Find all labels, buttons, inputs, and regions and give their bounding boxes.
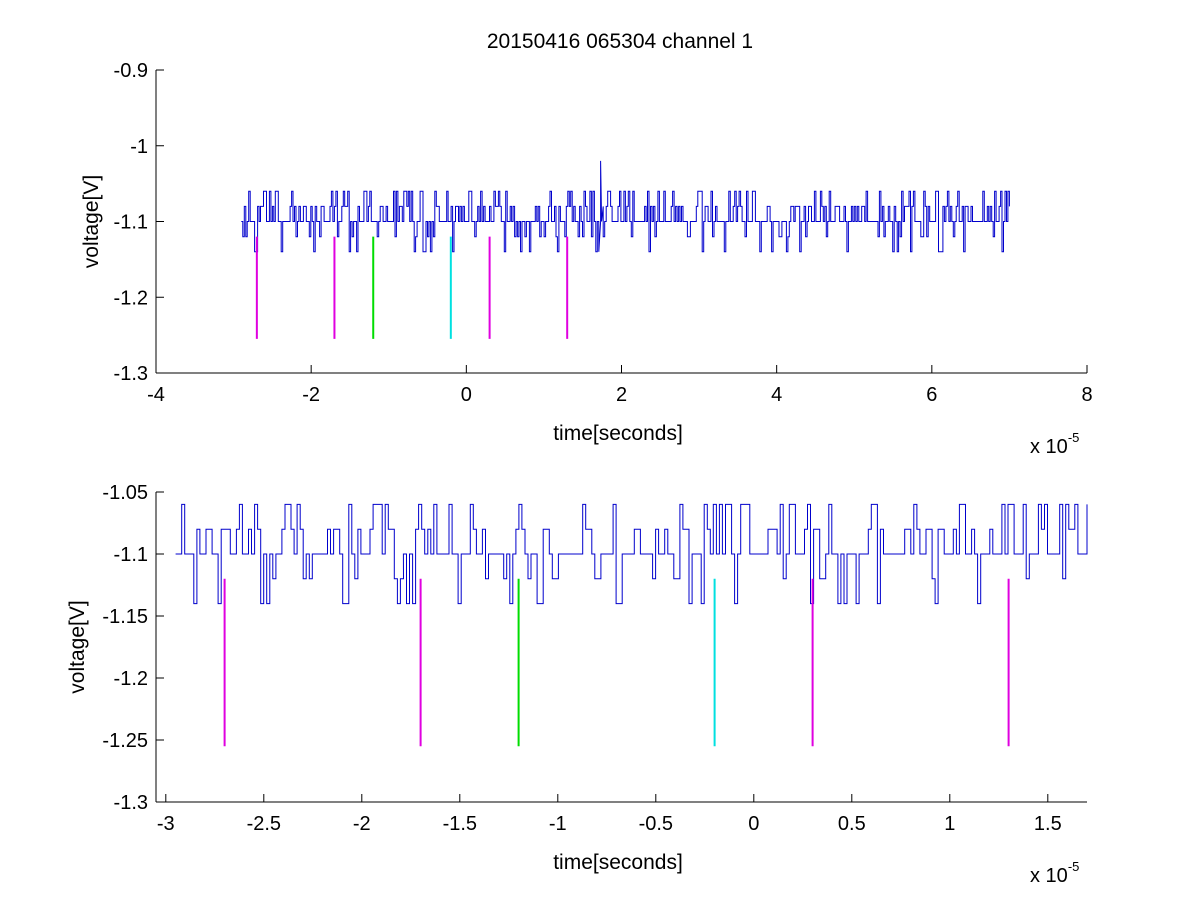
x-tick-label: 4 bbox=[771, 384, 782, 406]
bottom-plot: -3 -2.5 -2 -1.5 -1 -0.5 0 0.5 1 1.5 -1.3 -1.25 -1.2 -… bbox=[66, 482, 1088, 887]
y-tick-label: -1.25 bbox=[102, 730, 148, 752]
bottom-axes-frame bbox=[156, 492, 1087, 802]
x-tick-label: -1 bbox=[549, 813, 567, 835]
bottom-signal bbox=[175, 503, 1088, 605]
x-tick-label: 6 bbox=[926, 384, 937, 406]
bottom-x-multiplier: x 10-5 bbox=[1030, 859, 1079, 887]
top-x-axis-label: time[seconds] bbox=[553, 422, 683, 445]
chart-title: 20150416 065304 channel 1 bbox=[487, 30, 753, 53]
y-tick-label: -1.3 bbox=[114, 363, 148, 385]
bottom-y-axis-label: voltage[V] bbox=[66, 600, 89, 693]
top-signal bbox=[241, 160, 1010, 253]
bottom-x-axis-label: time[seconds] bbox=[553, 851, 683, 874]
x-tick-label: 0.5 bbox=[838, 813, 866, 835]
x-tick-label: 0 bbox=[748, 813, 759, 835]
bottom-markers bbox=[223, 578, 1010, 747]
bottom-ticks: -3 -2.5 -2 -1.5 -1 -0.5 0 0.5 1 1.5 -1.3 -1.25 -1.2 -… bbox=[102, 482, 1087, 835]
x-tick-label: -3 bbox=[157, 813, 175, 835]
y-tick-label: -1.1 bbox=[114, 544, 148, 566]
x-tick-label: 0 bbox=[461, 384, 472, 406]
signal-line bbox=[175, 503, 1088, 605]
y-tick-label: -1.3 bbox=[114, 792, 148, 814]
x-tick-label: -4 bbox=[147, 384, 165, 406]
y-tick-label: -1.2 bbox=[114, 287, 148, 309]
y-tick-label: -1.05 bbox=[102, 482, 148, 504]
top-y-axis-label: voltage[V] bbox=[80, 175, 103, 268]
top-ticks: -4 -2 0 2 4 6 8 -1.3 -1.2 -1.1 -1 -0.9 bbox=[114, 60, 1093, 406]
x-tick-label: 1.5 bbox=[1034, 813, 1062, 835]
x-tick-label: -0.5 bbox=[639, 813, 673, 835]
y-tick-label: -1.15 bbox=[102, 606, 148, 628]
x-tick-label: -2 bbox=[353, 813, 371, 835]
y-tick-label: -1.1 bbox=[114, 212, 148, 234]
x-tick-label: -1.5 bbox=[443, 813, 477, 835]
x-tick-label: -2.5 bbox=[247, 813, 281, 835]
x-tick-label: 1 bbox=[944, 813, 955, 835]
top-x-multiplier: x 10-5 bbox=[1030, 430, 1079, 458]
x-tick-label: 8 bbox=[1081, 384, 1092, 406]
x-tick-label: -2 bbox=[302, 384, 320, 406]
y-tick-label: -1.2 bbox=[114, 668, 148, 690]
y-tick-label: -1 bbox=[130, 136, 148, 158]
x-tick-label: 2 bbox=[616, 384, 627, 406]
top-markers bbox=[255, 236, 569, 339]
top-plot: 20150416 065304 channel 1 -4 -2 0 2 4 6 8-1.3-… bbox=[80, 30, 1093, 458]
y-tick-label: -0.9 bbox=[114, 60, 148, 82]
signal-line bbox=[241, 160, 1010, 253]
